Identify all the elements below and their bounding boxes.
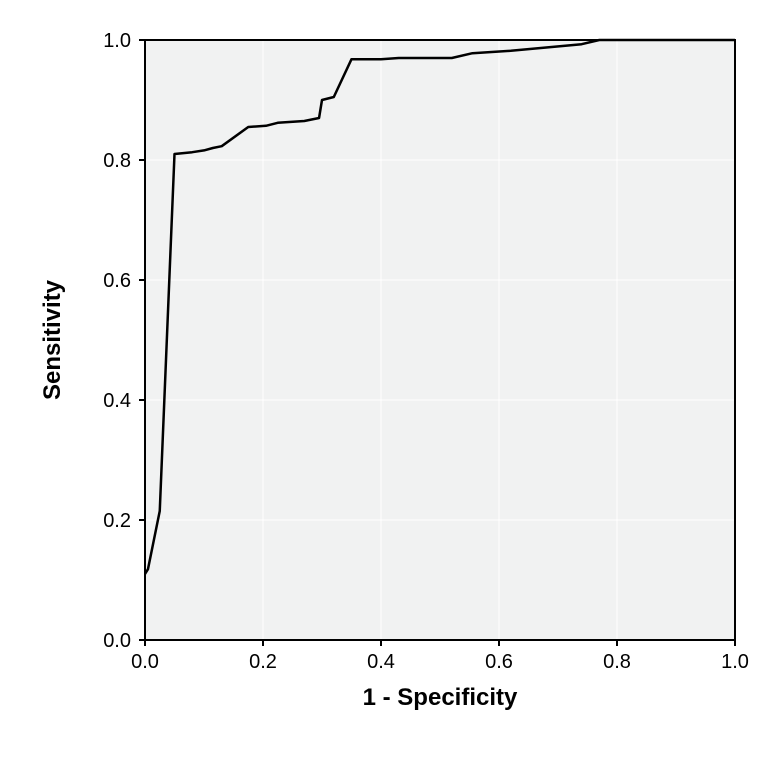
roc-chart: 0.0 0.2 0.4 0.6 0.8 1.0 0.0 0.2 0.4 0.6 0.8 1.0 1 - … bbox=[0, 0, 782, 759]
x-tick-label: 0.4 bbox=[367, 651, 395, 673]
y-tick-label: 1.0 bbox=[103, 30, 131, 52]
x-axis-label: 1 - Specificity bbox=[363, 684, 518, 711]
plot-area bbox=[145, 40, 735, 640]
y-tick-label: 0.0 bbox=[103, 630, 131, 652]
y-axis-label: Sensitivity bbox=[39, 279, 66, 400]
x-tick-label: 0.2 bbox=[249, 651, 277, 673]
x-tick-label: 0.6 bbox=[485, 651, 513, 673]
roc-svg: 0.0 0.2 0.4 0.6 0.8 1.0 0.0 0.2 0.4 0.6 0.8 1.0 1 - … bbox=[0, 0, 782, 759]
y-tick-label: 0.4 bbox=[103, 390, 131, 412]
y-tick-label: 0.8 bbox=[103, 150, 131, 172]
y-tick-label: 0.6 bbox=[103, 270, 131, 292]
y-tick-label: 0.2 bbox=[103, 510, 131, 532]
x-tick-label: 1.0 bbox=[721, 651, 749, 673]
x-tick-label: 0.8 bbox=[603, 651, 631, 673]
x-tick-label: 0.0 bbox=[131, 651, 159, 673]
